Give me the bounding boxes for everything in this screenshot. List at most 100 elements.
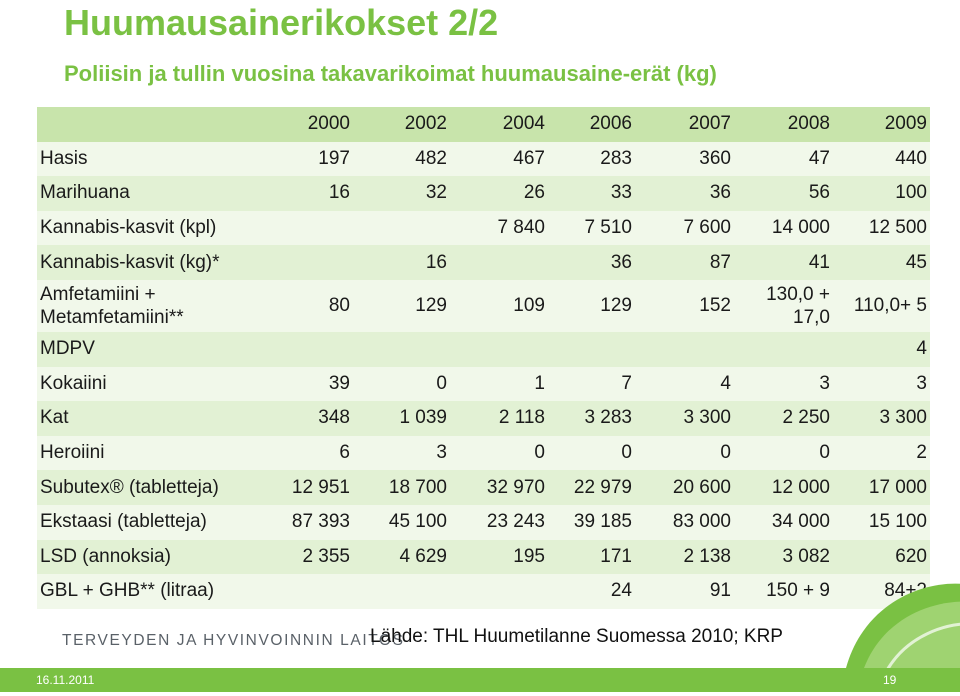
table-cell: 3 082 [734, 539, 833, 575]
row-label: GBL + GHB** (litraa) [37, 574, 273, 609]
table-cell [734, 331, 833, 367]
table-cell: 4 629 [353, 539, 450, 575]
table-cell: 17 000 [833, 470, 930, 505]
page-subtitle: Poliisin ja tullin vuosina takavarikoima… [64, 61, 717, 86]
table-cell: 283 [548, 141, 635, 177]
year-header: 2007 [635, 107, 734, 142]
table-cell [353, 331, 450, 367]
footer-date: 16.11.2011 [36, 673, 95, 687]
year-header: 2004 [450, 107, 548, 142]
row-label: Kannabis-kasvit (kg)* [37, 245, 273, 280]
table-cell: 80 [273, 279, 353, 332]
table-cell: 87 393 [273, 504, 353, 540]
year-header: 2002 [353, 107, 450, 142]
table-cell: 620 [833, 539, 930, 575]
table-cell [273, 331, 353, 367]
table-cell: 100 [833, 176, 930, 211]
row-label: LSD (annoksia) [37, 539, 273, 575]
table-cell: 56 [734, 176, 833, 211]
table-cell: 0 [635, 435, 734, 471]
header-empty-cell [37, 107, 273, 142]
table-cell: 0 [734, 435, 833, 471]
table-cell: 15 100 [833, 504, 930, 540]
table-cell: 3 300 [635, 401, 734, 436]
table-cell: 110,0+ 5 [833, 279, 930, 332]
table-cell: 2 118 [450, 401, 548, 436]
table-cell [353, 574, 450, 609]
table-cell: 197 [273, 141, 353, 177]
table-cell: 26 [450, 176, 548, 211]
table-cell: 18 700 [353, 470, 450, 505]
table-cell: 12 951 [273, 470, 353, 505]
page-title: Huumausainerikokset 2/2 [64, 2, 499, 43]
row-label: Kannabis-kasvit (kpl) [37, 210, 273, 246]
table-cell: 20 600 [635, 470, 734, 505]
table-cell: 467 [450, 141, 548, 177]
footer-bar [0, 668, 960, 692]
table-cell: 6 [273, 435, 353, 471]
table-cell [450, 574, 548, 609]
table-cell: 14 000 [734, 210, 833, 246]
table-row: Kannabis-kasvit (kpl) 7 840 7 510 7 600 14 0… [37, 210, 930, 246]
row-label: MDPV [37, 331, 273, 367]
table-cell: 83 000 [635, 504, 734, 540]
table-cell: 45 [833, 245, 930, 280]
table-cell: 3 [353, 435, 450, 471]
table-cell [635, 331, 734, 367]
table-cell: 7 840 [450, 210, 548, 246]
table-cell: 348 [273, 401, 353, 436]
thl-logo-text: TERVEYDEN JA HYVINVOINNIN LAITOS [62, 632, 405, 649]
table-cell: 440 [833, 141, 930, 177]
source-note: Lähde: THL Huumetilanne Suomessa 2010; K… [370, 626, 783, 647]
table-cell: 1 039 [353, 401, 450, 436]
page-number: 19 [883, 673, 897, 687]
table-cell: 39 185 [548, 504, 635, 540]
table-cell: 129 [353, 279, 450, 332]
table-row: Subutex® (tabletteja) 12 951 18 700 32 970 2… [37, 470, 930, 505]
table-row: GBL + GHB** (litraa) 24 91 150 + 9 84+2 [37, 574, 930, 609]
row-label: Heroiini [37, 435, 273, 471]
table-cell: 0 [450, 435, 548, 471]
table-header-row: 2000 2002 2004 2006 2007 2008 2009 [37, 107, 930, 142]
table-cell [548, 331, 635, 367]
table-row: MDPV 4 [37, 331, 930, 367]
row-label: Kat [37, 401, 273, 436]
table-cell: 130,0 + 17,0 [734, 279, 833, 332]
row-label: Marihuana [37, 176, 273, 211]
table-cell: 2 355 [273, 539, 353, 575]
year-header: 2000 [273, 107, 353, 142]
table-cell: 129 [548, 279, 635, 332]
row-label: Hasis [37, 141, 273, 177]
year-header: 2008 [734, 107, 833, 142]
table-row: Kannabis-kasvit (kg)* 16 36 87 41 45 [37, 245, 930, 280]
table-cell: 32 [353, 176, 450, 211]
row-label: Kokaiini [37, 366, 273, 402]
table-cell: 33 [548, 176, 635, 211]
table-row: Kokaiini 39 0 1 7 4 3 3 [37, 366, 930, 402]
table-cell: 36 [635, 176, 734, 211]
table-cell: 1 [450, 366, 548, 402]
table-cell: 2 250 [734, 401, 833, 436]
table-cell: 16 [273, 176, 353, 211]
table-cell: 3 [833, 366, 930, 402]
year-header: 2009 [833, 107, 930, 142]
table-cell [273, 574, 353, 609]
table-cell: 2 [833, 435, 930, 471]
table-cell: 109 [450, 279, 548, 332]
table-cell: 23 243 [450, 504, 548, 540]
table-row: LSD (annoksia) 2 355 4 629 195 171 2 138 3 082… [37, 539, 930, 575]
table-cell: 12 500 [833, 210, 930, 246]
table-cell: 2 138 [635, 539, 734, 575]
table-cell [450, 245, 548, 280]
table-cell: 24 [548, 574, 635, 609]
table-cell: 22 979 [548, 470, 635, 505]
table-cell: 47 [734, 141, 833, 177]
table-cell: 0 [548, 435, 635, 471]
table-cell: 32 970 [450, 470, 548, 505]
table-cell: 7 [548, 366, 635, 402]
table-cell: 7 510 [548, 210, 635, 246]
year-header: 2006 [548, 107, 635, 142]
table-cell: 41 [734, 245, 833, 280]
table-cell: 34 000 [734, 504, 833, 540]
table-cell: 87 [635, 245, 734, 280]
